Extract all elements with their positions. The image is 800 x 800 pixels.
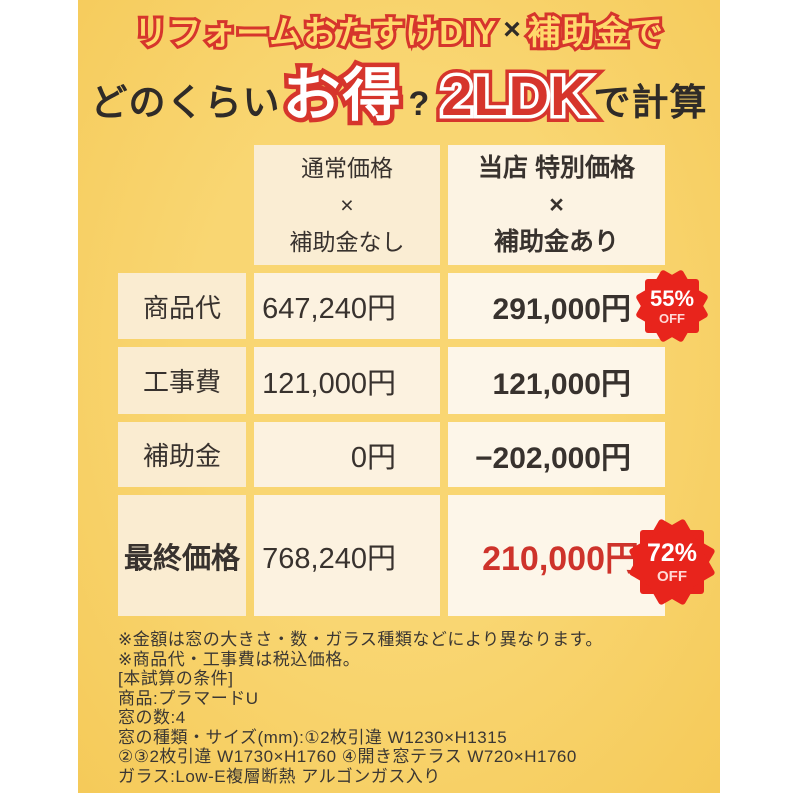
banner-line2: どのくらい お得 ? 2LDK で計算 [78,48,720,132]
ldk-highlight-text: 2LDK [441,63,591,128]
promo-card: リフォームおたすけDIY × 補助金で どのくらい お得 ? 2LDK で計算 … [78,0,720,793]
row-label-subsidy: 補助金 [118,422,246,487]
footnote-line: ②③2枚引違 W1730×H1760 ④開き窓テラス W720×H1760 [118,747,577,766]
banner-line1-left-text: リフォームおたすけDIY [134,6,497,54]
header-special-times: × [549,190,564,219]
discount-off-label: OFF [657,567,687,585]
banner-line1-right-text: 補助金で [528,6,664,54]
table-corner-spacer [118,145,246,265]
row-label-final-price: 最終価格 [118,495,246,616]
row-label-product-cost: 商品代 [118,273,246,339]
row-label-construction-cost: 工事費 [118,347,246,414]
discount-badge-55-off: 55% OFF [634,268,710,344]
header-special-line1: 当店 特別価格 [478,153,635,182]
footnote-line: 窓の数:4 [118,708,186,727]
header-special-line3: 補助金あり [493,227,619,256]
header-normal-line1: 通常価格 [301,154,393,181]
header-normal-line3: 補助金なし [289,228,405,255]
footnote-line: ※金額は窓の大きさ・数・ガラス種類などにより異なります。 [118,630,603,649]
discount-percent-label: 72% [646,538,698,567]
special-price-final: 210,000円 [448,495,665,616]
normal-price-construction-cost: 121,000円 [254,347,440,414]
banner-line2-suffix: で計算 [593,82,708,123]
normal-price-subsidy: 0円 [254,422,440,487]
header-normal-times: × [340,191,354,218]
multiply-symbol: × [503,13,522,46]
column-header-special-price: 当店 特別価格 × 補助金あり [448,145,665,265]
banner-line1: リフォームおたすけDIY × 補助金で [78,6,720,54]
otoku-highlight-text: お得 [282,48,402,132]
footnotes: ※金額は窓の大きさ・数・ガラス種類などにより異なります。 ※商品代・工事費は税込… [118,630,603,786]
footnote-line: ガラス:Low-E複層断熱 アルゴンガス入り [118,766,441,786]
question-mark: ? [408,85,430,123]
column-header-normal-price: 通常価格 × 補助金なし [254,145,440,265]
footnote-line: 窓の種類・サイズ(mm):①2枚引違 W1230×H1315 [118,727,508,747]
price-table: 通常価格 × 補助金なし 当店 特別価格 × 補助金あり 商品代 647,240… [118,145,665,616]
footnote-line: [本試算の条件] [118,669,234,688]
discount-off-label: OFF [659,310,685,326]
special-price-product-cost: 291,000円 [448,273,665,339]
discount-badge-72-off: 72% OFF [628,518,716,606]
normal-price-product-cost: 647,240円 [254,273,440,339]
footnote-line: ※商品代・工事費は税込価格。 [118,649,361,669]
normal-price-final: 768,240円 [254,495,440,616]
special-price-construction-cost: 121,000円 [448,347,665,414]
discount-percent-label: 55% [649,285,695,311]
banner-line2-prefix: どのくらい [90,82,281,123]
special-price-subsidy: −202,000円 [448,422,665,487]
footnote-line: 商品:プラマードU [118,688,259,708]
